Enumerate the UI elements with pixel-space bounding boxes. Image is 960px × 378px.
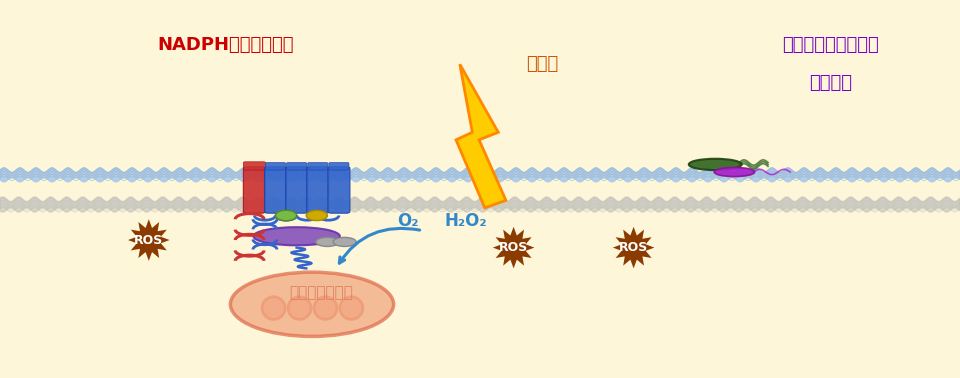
Ellipse shape (314, 297, 337, 319)
Ellipse shape (689, 159, 741, 170)
Ellipse shape (288, 297, 311, 319)
FancyBboxPatch shape (265, 163, 286, 170)
FancyBboxPatch shape (307, 163, 328, 170)
FancyBboxPatch shape (286, 167, 307, 213)
FancyBboxPatch shape (307, 167, 328, 213)
Text: マイクロバイオーム: マイクロバイオーム (782, 36, 878, 54)
FancyBboxPatch shape (244, 162, 265, 170)
Polygon shape (128, 219, 170, 261)
Text: ミトコンドリア: ミトコンドリア (290, 285, 353, 301)
FancyBboxPatch shape (286, 163, 307, 170)
Text: 取り込み: 取り込み (809, 74, 852, 92)
Text: ROS: ROS (619, 241, 648, 254)
FancyBboxPatch shape (327, 167, 349, 213)
Text: 放射線: 放射線 (526, 55, 559, 73)
Text: O₂: O₂ (397, 212, 419, 230)
Polygon shape (492, 227, 535, 268)
Ellipse shape (714, 167, 755, 177)
FancyBboxPatch shape (265, 167, 287, 213)
Text: NADPHオキシダーゼ: NADPHオキシダーゼ (157, 36, 294, 54)
Circle shape (316, 237, 339, 246)
Ellipse shape (306, 210, 327, 221)
Ellipse shape (276, 210, 297, 221)
Text: H₂O₂: H₂O₂ (444, 212, 487, 230)
Polygon shape (456, 64, 506, 208)
FancyBboxPatch shape (328, 163, 349, 170)
Ellipse shape (262, 297, 285, 319)
Ellipse shape (253, 227, 340, 245)
Circle shape (333, 237, 356, 246)
Polygon shape (612, 227, 655, 268)
Ellipse shape (340, 297, 363, 319)
Ellipse shape (230, 272, 394, 336)
FancyBboxPatch shape (244, 167, 265, 213)
Text: ROS: ROS (499, 241, 528, 254)
Text: ROS: ROS (134, 234, 163, 246)
